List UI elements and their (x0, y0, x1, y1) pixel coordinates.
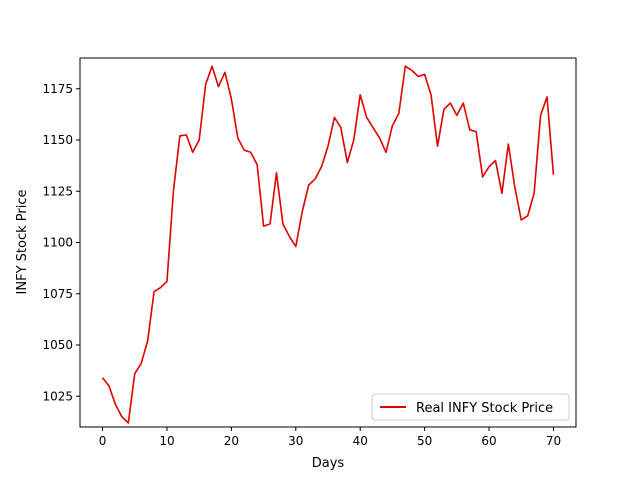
plot-area (79, 57, 577, 428)
x-tick-label: 10 (159, 434, 174, 448)
series-layer (101, 65, 555, 424)
legend-box (371, 393, 570, 421)
y-tick-label: 1025 (42, 389, 73, 403)
y-tick-label: 1150 (42, 133, 73, 147)
x-tick-label: 40 (353, 434, 368, 448)
y-tick-label: 1100 (42, 236, 73, 250)
x-axis-ticks: 0 10 20 30 40 50 60 70 (99, 427, 561, 448)
x-tick-label: 70 (546, 434, 561, 448)
x-axis-label: Days (312, 456, 345, 471)
y-tick-label: 1050 (42, 338, 73, 352)
y-tick-label: 1175 (42, 82, 73, 96)
y-axis-ticks: 1025 1050 1075 1100 1125 1150 1175 (42, 82, 80, 403)
legend-label: Real INFY Stock Price (416, 401, 553, 416)
y-tick-label: 1075 (42, 287, 73, 301)
series-line (101, 65, 555, 424)
y-axis-label: INFY Stock Price (15, 190, 30, 295)
legend: Real INFY Stock Price (371, 393, 570, 421)
x-tick-label: 50 (417, 434, 432, 448)
x-tick-label: 20 (224, 434, 239, 448)
x-tick-label: 30 (288, 434, 303, 448)
x-tick-label: 60 (481, 434, 496, 448)
x-tick-label: 0 (99, 434, 107, 448)
y-tick-label: 1125 (42, 184, 73, 198)
